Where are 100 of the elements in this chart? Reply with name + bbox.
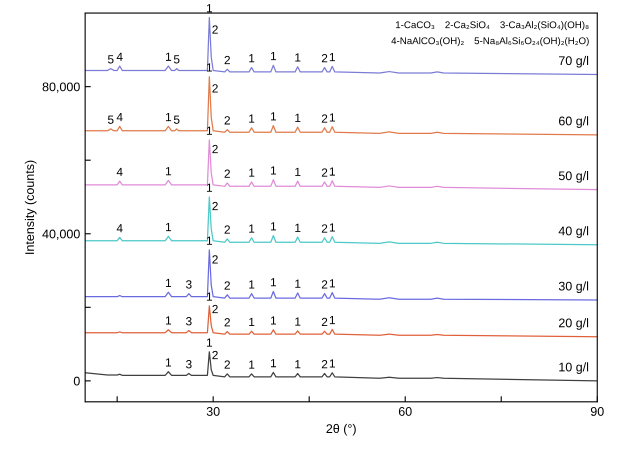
annotation: 2 <box>322 360 328 368</box>
annotation: 1 <box>270 222 276 230</box>
annotation: 4 <box>116 52 123 61</box>
annotation: 1 <box>330 53 335 62</box>
annotation: 1 <box>249 224 254 233</box>
series-label: 60 g/l <box>558 116 588 128</box>
line-series <box>85 196 598 246</box>
annotation: 3-Ca₃Al₂(SiO₄)(OH)₈ <box>500 21 589 30</box>
x-tick-label: 90 <box>590 407 604 416</box>
annotation: 1 <box>270 52 276 60</box>
annotation: 1 <box>295 114 300 122</box>
annotation: 1 <box>206 184 212 192</box>
annotation: 1 <box>206 4 212 12</box>
annotation: 4 <box>116 113 123 122</box>
annotation: 2 <box>224 56 230 64</box>
annotation: 2 <box>322 168 328 177</box>
annotation: 5 <box>108 116 114 124</box>
annotation: 2 <box>224 116 230 124</box>
annotation: 1 <box>249 360 254 369</box>
annotation: 1 <box>295 53 300 62</box>
annotation: 3 <box>186 317 192 326</box>
annotation: 4 <box>116 224 123 232</box>
annotation: 1 <box>206 236 212 245</box>
x-axis-title: 2θ (°) <box>326 424 356 436</box>
annotation: 2 <box>322 224 328 233</box>
annotation: 1 <box>270 316 276 325</box>
annotation: 1 <box>166 278 172 288</box>
annotation: 1 <box>206 292 212 301</box>
line-series <box>85 16 598 76</box>
annotation: 4-NaAlCO₃(OH)₂ <box>391 37 464 46</box>
annotation: 2 <box>224 281 230 290</box>
annotation: 5 <box>108 55 114 64</box>
x-tick-label: 60 <box>398 407 412 416</box>
annotation: 2 <box>322 114 328 123</box>
series-label: 30 g/l <box>558 281 588 294</box>
annotation: 2 <box>224 318 230 326</box>
annotation: 1 <box>270 278 276 286</box>
annotation: 1 <box>166 167 172 176</box>
annotation: 1 <box>166 113 172 122</box>
annotation: 3 <box>186 360 192 368</box>
annotation: 2 <box>322 280 328 288</box>
annotation: 2 <box>212 350 218 360</box>
annotation: 2 <box>224 170 230 178</box>
series-label: 50 g/l <box>558 171 588 183</box>
y-tick-label: 40,000 <box>42 230 80 240</box>
y-tick-label: 80,000 <box>42 82 80 93</box>
annotation: 1 <box>249 168 254 177</box>
annotation: 1 <box>330 359 335 368</box>
x-tick-label: 30 <box>206 407 220 416</box>
annotation: 4 <box>116 168 123 176</box>
line-series <box>85 76 598 136</box>
annotation: 3 <box>186 280 192 289</box>
annotation: 2 <box>212 25 218 34</box>
line-series <box>85 249 598 301</box>
annotation: 2 <box>322 54 328 62</box>
annotation: 1 <box>166 52 172 61</box>
annotation: 1 <box>295 318 300 326</box>
annotation: 5-Na₈Al₆Si₆O₂₄(OH)₂(H₂O) <box>474 37 589 46</box>
annotation: 1 <box>295 224 300 232</box>
annotation: 1 <box>330 316 335 324</box>
annotation: 2 <box>224 360 230 369</box>
series-label: 20 g/l <box>558 318 588 330</box>
annotation: 2-Ca₂SiO₄ <box>445 21 490 29</box>
series-label: 10 g/l <box>559 362 588 374</box>
annotation: 2 <box>322 318 328 326</box>
annotation: 1 <box>270 166 276 174</box>
annotation: 1 <box>206 126 212 135</box>
annotation: 2 <box>212 202 218 210</box>
line-series <box>85 351 598 382</box>
annotation: 1 <box>295 168 300 176</box>
y-tick-label: 0 <box>74 376 80 386</box>
annotation: 1 <box>206 338 212 347</box>
annotation: 1 <box>330 113 335 122</box>
annotation: 1 <box>166 316 172 325</box>
annotation: 1 <box>249 114 254 123</box>
annotation: 1 <box>270 359 276 368</box>
annotation: 5 <box>174 116 180 124</box>
series-label: 70 g/l <box>558 56 588 68</box>
annotation: 1 <box>330 279 335 288</box>
line-series <box>85 305 598 338</box>
y-axis-title: Intensity (counts) <box>24 160 36 254</box>
annotation: 1 <box>206 63 212 72</box>
annotation: 1-CaCO₃ <box>396 21 434 30</box>
annotation: 2 <box>212 84 218 92</box>
series-label: 40 g/l <box>558 226 588 238</box>
annotation: 2 <box>212 144 218 154</box>
annotation: 5 <box>174 55 180 64</box>
annotation: 1 <box>330 167 335 176</box>
line-series <box>85 139 598 190</box>
annotation: 1 <box>249 318 254 326</box>
annotation: 2 <box>212 255 218 264</box>
annotation: 1 <box>249 280 254 288</box>
annotation: 1 <box>330 223 335 232</box>
annotation: 1 <box>270 112 276 120</box>
annotation: 1 <box>166 222 172 232</box>
annotation: 2 <box>224 225 230 234</box>
annotation: 1 <box>166 358 172 366</box>
annotation: 1 <box>249 54 254 62</box>
annotation: 1 <box>295 280 300 288</box>
annotation: 1 <box>295 360 300 368</box>
